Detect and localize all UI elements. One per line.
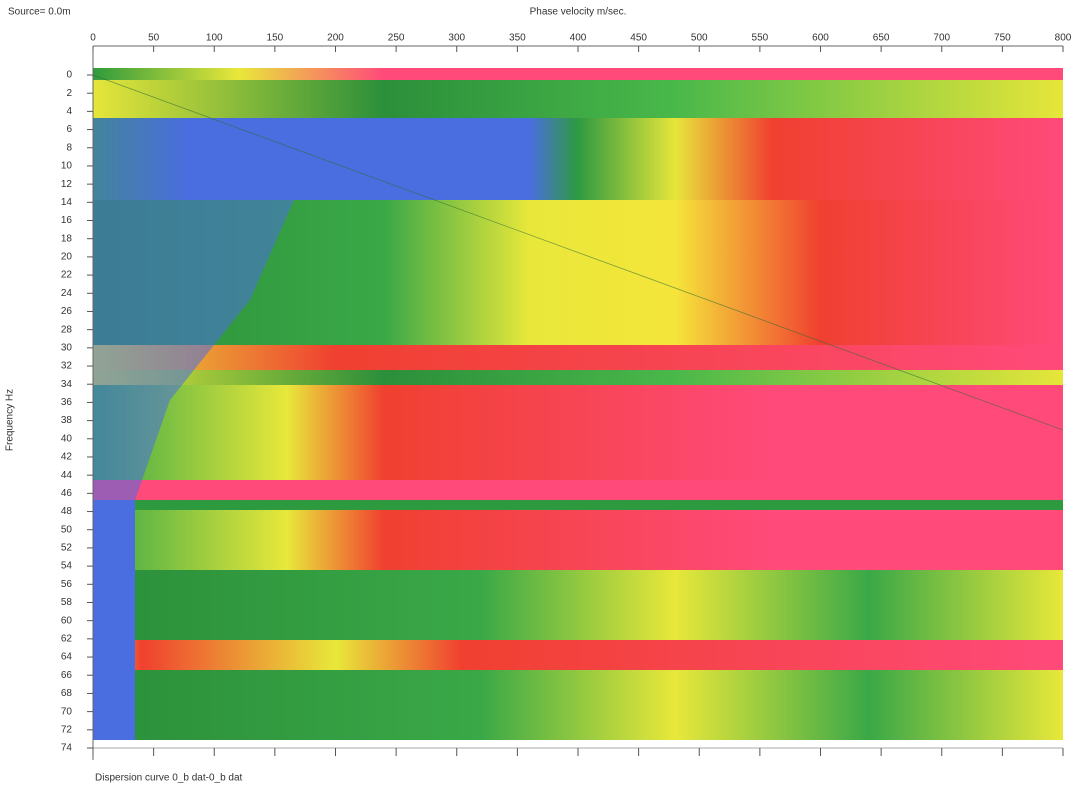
y-tick-label: 32 <box>61 361 73 372</box>
y-tick-label: 52 <box>61 543 73 554</box>
y-tick-label: 74 <box>61 743 73 754</box>
y-tick-label: 42 <box>61 452 73 463</box>
x-tick-label: 0 <box>90 33 96 44</box>
x-tick-label: 350 <box>509 33 526 44</box>
x-tick-label: 750 <box>994 33 1011 44</box>
y-tick-label: 26 <box>61 306 73 317</box>
y-tick-label: 54 <box>61 561 73 572</box>
y-tick-label: 44 <box>61 470 73 481</box>
x-tick-label: 50 <box>148 33 160 44</box>
y-tick-label: 36 <box>61 397 73 408</box>
y-tick-label: 6 <box>66 124 72 135</box>
y-tick-label: 16 <box>61 215 73 226</box>
chart: Source= 0.0m Phase velocity m/sec. Frequ… <box>0 0 1073 790</box>
y-tick-label: 56 <box>61 579 73 590</box>
x-tick-label: 250 <box>388 33 405 44</box>
x-axis-title: Phase velocity m/sec. <box>530 7 627 18</box>
y-tick-label: 68 <box>61 688 73 699</box>
y-tick-label: 62 <box>61 634 73 645</box>
y-tick-label: 2 <box>66 88 72 99</box>
heatmap-image <box>93 68 1063 740</box>
y-tick-label: 14 <box>61 197 73 208</box>
y-tick-label: 40 <box>61 433 73 444</box>
x-tick-label: 550 <box>752 33 769 44</box>
y-tick-label: 0 <box>66 70 72 81</box>
y-tick-label: 34 <box>61 379 73 390</box>
y-tick-label: 30 <box>61 342 73 353</box>
x-tick-label: 500 <box>691 33 708 44</box>
y-tick-label: 50 <box>61 524 73 535</box>
y-tick-label: 66 <box>61 670 73 681</box>
x-tick-label: 150 <box>267 33 284 44</box>
x-tick-label: 650 <box>873 33 890 44</box>
y-tick-label: 58 <box>61 597 73 608</box>
x-tick-label: 600 <box>812 33 829 44</box>
x-tick-label: 450 <box>630 33 647 44</box>
y-tick-label: 48 <box>61 506 73 517</box>
source-label: Source= 0.0m <box>8 7 71 18</box>
y-tick-label: 20 <box>61 252 73 263</box>
y-axis-title: Frequency Hz <box>5 389 16 451</box>
y-tick-label: 72 <box>61 724 73 735</box>
x-tick-label: 300 <box>448 33 465 44</box>
caption: Dispersion curve 0_b dat-0_b dat <box>95 773 243 784</box>
y-tick-label: 10 <box>61 161 73 172</box>
y-tick-label: 38 <box>61 415 73 426</box>
y-tick-label: 70 <box>61 706 73 717</box>
x-tick-label: 200 <box>327 33 344 44</box>
x-tick-label: 100 <box>206 33 223 44</box>
y-tick-label: 8 <box>66 142 72 153</box>
y-tick-label: 12 <box>61 179 73 190</box>
y-tick-label: 46 <box>61 488 73 499</box>
y-tick-label: 24 <box>61 288 73 299</box>
y-tick-label: 60 <box>61 615 73 626</box>
x-tick-label: 400 <box>570 33 587 44</box>
y-tick-label: 18 <box>61 233 73 244</box>
y-tick-label: 4 <box>66 106 72 117</box>
y-tick-label: 28 <box>61 324 73 335</box>
x-tick-label: 800 <box>1055 33 1072 44</box>
y-tick-label: 64 <box>61 652 73 663</box>
x-tick-label: 700 <box>933 33 950 44</box>
y-tick-label: 22 <box>61 270 73 281</box>
